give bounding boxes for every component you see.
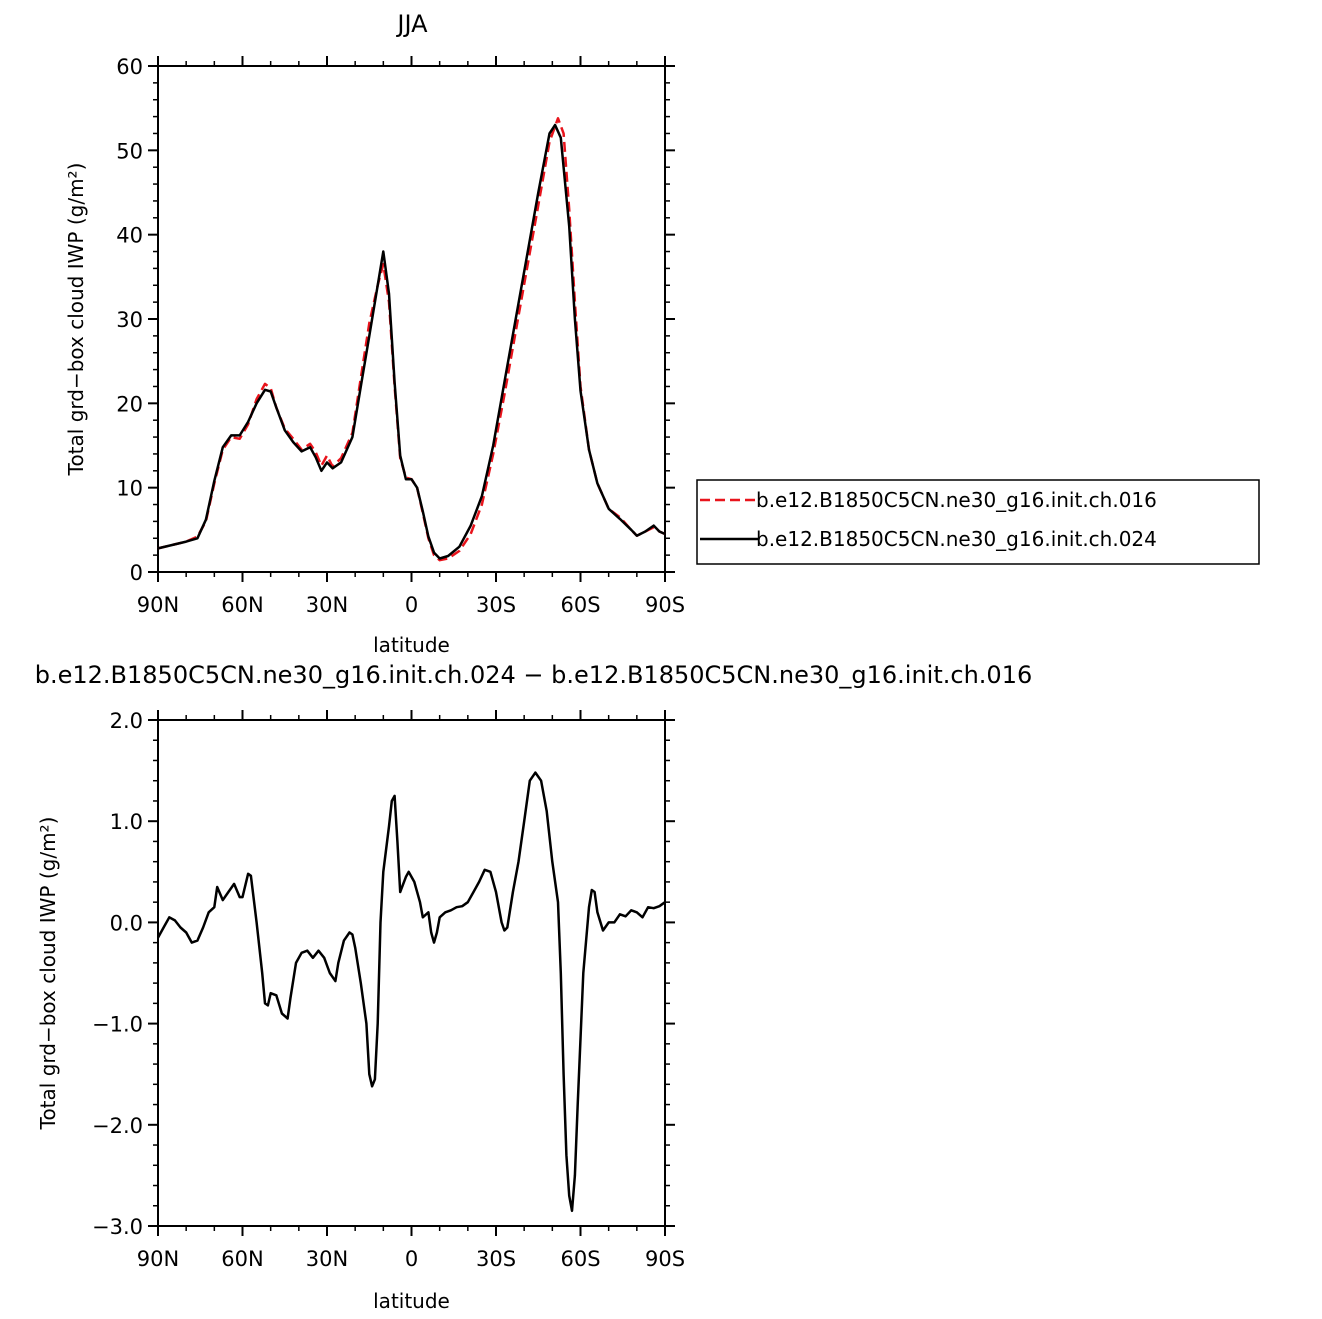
bottom-panel: b.e12.B1850C5CN.ne30_g16.init.ch.024 − b… xyxy=(35,661,1032,1313)
bottom-x-tick-label: 0 xyxy=(405,1247,418,1271)
top-x-tick-label: 90S xyxy=(645,593,685,617)
top-y-tick-label: 10 xyxy=(116,477,143,501)
top-x-tick-label: 30S xyxy=(476,593,516,617)
top-y-tick-label: 30 xyxy=(116,308,143,332)
top-series-line-1 xyxy=(157,117,666,562)
top-x-tick-label: 60S xyxy=(560,593,600,617)
top-panel-x-axis-label: latitude xyxy=(373,633,450,657)
top-plot-frame xyxy=(157,65,666,573)
bottom-panel-title: b.e12.B1850C5CN.ne30_g16.init.ch.024 − b… xyxy=(35,661,1032,689)
top-x-tick-label: 0 xyxy=(405,593,418,617)
legend-box xyxy=(696,479,1260,565)
bottom-y-tick-label: 2.0 xyxy=(110,709,143,733)
bottom-y-tick-label: 1.0 xyxy=(110,810,143,834)
legend: b.e12.B1850C5CN.ne30_g16.init.ch.016 b.e… xyxy=(696,479,1260,565)
bottom-series-line-1 xyxy=(156,771,666,1213)
bottom-y-tick-label: −2.0 xyxy=(92,1114,143,1138)
top-panel-title: JJA xyxy=(395,10,428,38)
legend-label-series-2: b.e12.B1850C5CN.ne30_g16.init.ch.024 xyxy=(756,527,1157,551)
top-y-tick-label: 0 xyxy=(130,561,143,585)
bottom-x-tick-label: 90N xyxy=(137,1247,179,1271)
bottom-x-tick-label: 90S xyxy=(645,1247,685,1271)
top-panel: JJA Total grd−box cloud IWP (g/m²) latit… xyxy=(64,10,685,657)
top-panel-y-axis-label: Total grd−box cloud IWP (g/m²) xyxy=(64,163,88,477)
bottom-plot-frame xyxy=(157,719,666,1227)
bottom-panel-y-axis-label: Total grd−box cloud IWP (g/m²) xyxy=(36,817,60,1131)
bottom-y-tick-label: 0.0 xyxy=(110,911,143,935)
top-x-tick-label: 30N xyxy=(306,593,348,617)
legend-label-series-1: b.e12.B1850C5CN.ne30_g16.init.ch.016 xyxy=(756,488,1157,512)
bottom-y-tick-label: −1.0 xyxy=(92,1013,143,1037)
top-x-tick-label: 90N xyxy=(137,593,179,617)
top-y-tick-label: 40 xyxy=(116,224,143,248)
top-y-tick-label: 50 xyxy=(116,139,143,163)
bottom-x-tick-label: 30N xyxy=(306,1247,348,1271)
bottom-y-tick-label: −3.0 xyxy=(92,1215,143,1239)
top-y-tick-label: 60 xyxy=(116,55,143,79)
top-series-line-2 xyxy=(157,123,666,560)
bottom-x-tick-label: 60S xyxy=(560,1247,600,1271)
top-y-tick-label: 20 xyxy=(116,392,143,416)
top-x-tick-label: 60N xyxy=(221,593,263,617)
bottom-x-tick-label: 30S xyxy=(476,1247,516,1271)
bottom-panel-x-axis-label: latitude xyxy=(373,1289,450,1313)
bottom-x-tick-label: 60N xyxy=(221,1247,263,1271)
